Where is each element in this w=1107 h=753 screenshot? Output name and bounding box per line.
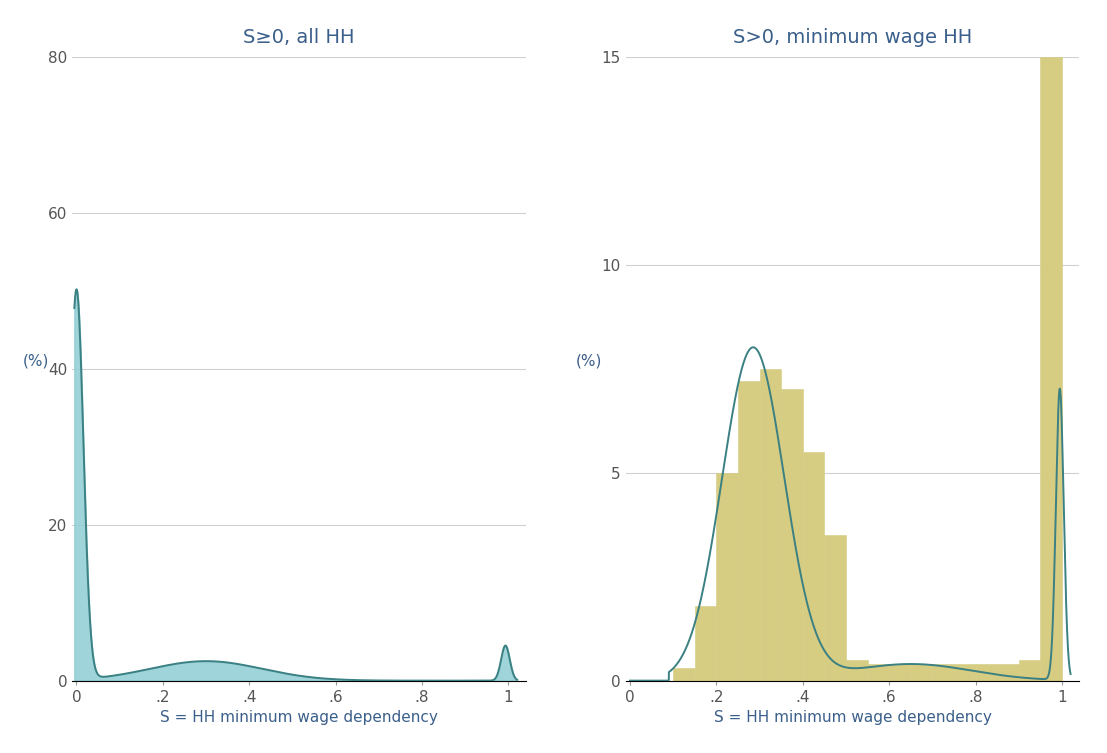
Bar xyxy=(1041,56,1062,681)
Bar xyxy=(975,664,997,681)
X-axis label: S = HH minimum wage dependency: S = HH minimum wage dependency xyxy=(161,710,438,725)
Title: S≥0, all HH: S≥0, all HH xyxy=(244,28,354,47)
Bar xyxy=(825,535,846,681)
Bar xyxy=(932,664,954,681)
Bar xyxy=(889,664,911,681)
Title: S>0, minimum wage HH: S>0, minimum wage HH xyxy=(733,28,972,47)
Bar xyxy=(954,664,975,681)
Bar xyxy=(868,664,889,681)
Bar xyxy=(803,452,825,681)
Y-axis label: (%): (%) xyxy=(22,354,49,369)
Bar xyxy=(695,605,716,681)
Bar xyxy=(759,369,782,681)
Bar xyxy=(673,668,695,681)
Bar xyxy=(997,664,1018,681)
Bar xyxy=(846,660,868,681)
Bar xyxy=(738,381,759,681)
X-axis label: S = HH minimum wage dependency: S = HH minimum wage dependency xyxy=(714,710,992,725)
Bar xyxy=(1018,660,1041,681)
Y-axis label: (%): (%) xyxy=(576,354,602,369)
Bar xyxy=(716,473,738,681)
Bar xyxy=(782,389,803,681)
Bar xyxy=(911,664,932,681)
